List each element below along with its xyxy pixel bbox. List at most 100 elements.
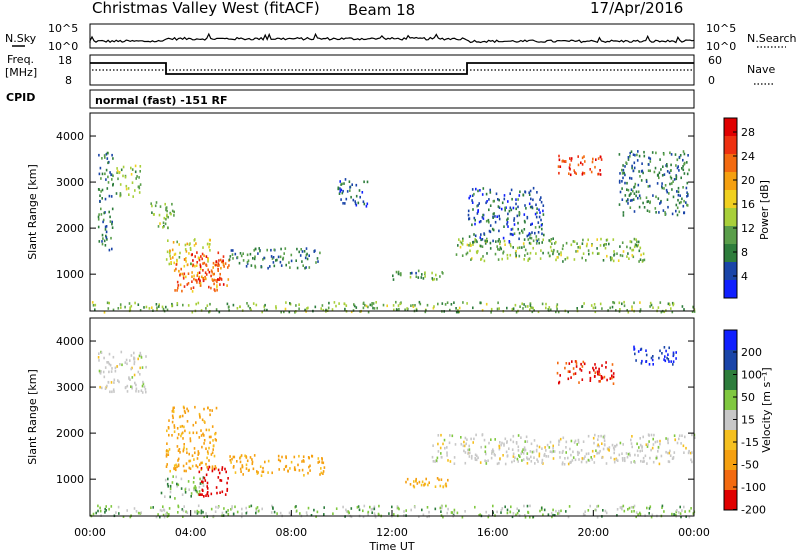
range-gate-cell xyxy=(345,508,347,512)
range-gate-cell xyxy=(130,173,133,176)
range-gate-cell xyxy=(199,482,202,485)
range-gate-cell xyxy=(198,258,201,262)
range-gate-cell xyxy=(545,449,547,452)
range-gate-cell xyxy=(239,455,242,459)
range-gate-cell xyxy=(589,376,592,380)
range-gate-cell xyxy=(672,360,675,363)
x-tick-label: 20:00 xyxy=(577,526,609,539)
range-gate-cell xyxy=(143,306,145,309)
range-gate-cell xyxy=(678,169,680,172)
range-gate-cell xyxy=(498,248,501,251)
y-tick-label: 2000 xyxy=(56,427,84,440)
range-gate-cell xyxy=(188,431,191,435)
range-gate-cell xyxy=(298,454,300,458)
range-gate-cell xyxy=(395,308,398,312)
range-gate-cell xyxy=(332,512,334,515)
range-gate-cell xyxy=(130,385,132,388)
range-gate-cell xyxy=(119,363,121,366)
range-gate-cell xyxy=(426,515,428,519)
range-gate-cell xyxy=(528,232,531,235)
range-gate-cell xyxy=(610,258,612,262)
range-gate-cell xyxy=(660,454,663,458)
range-gate-cell xyxy=(417,276,420,279)
range-gate-cell xyxy=(519,455,521,458)
range-gate-cell xyxy=(542,209,544,213)
range-gate-cell xyxy=(484,242,487,245)
range-gate-cell xyxy=(370,508,373,511)
range-gate-cell xyxy=(574,439,577,443)
range-gate-cell xyxy=(447,507,449,511)
range-gate-cell xyxy=(168,513,170,516)
range-gate-cell xyxy=(483,259,486,263)
range-gate-cell xyxy=(169,495,171,499)
range-gate-cell xyxy=(113,381,115,384)
range-gate-cell xyxy=(638,194,641,197)
range-gate-cell xyxy=(247,304,250,308)
range-gate-cell xyxy=(671,182,673,185)
range-gate-cell xyxy=(240,454,243,457)
range-gate-cell xyxy=(683,199,685,203)
range-gate-cell xyxy=(499,240,501,243)
range-gate-cell xyxy=(176,303,179,307)
range-gate-cell xyxy=(190,495,192,498)
range-gate-cell xyxy=(645,180,648,183)
range-gate-cell xyxy=(509,243,512,246)
range-gate-cell xyxy=(193,458,195,461)
range-gate-cell xyxy=(440,505,443,508)
range-gate-cell xyxy=(285,263,287,267)
range-gate-cell xyxy=(691,433,693,437)
range-gate-cell xyxy=(309,464,311,468)
range-gate-cell xyxy=(139,351,142,355)
range-gate-cell xyxy=(630,188,633,191)
range-gate-cell xyxy=(605,462,608,465)
range-gate-cell xyxy=(542,238,544,242)
range-gate-cell xyxy=(249,252,252,256)
range-gate-cell xyxy=(622,214,625,217)
range-gate-cell xyxy=(523,213,526,216)
range-gate-cell xyxy=(665,450,667,454)
range-gate-cell xyxy=(105,234,107,238)
range-gate-cell xyxy=(226,487,229,491)
range-gate-cell xyxy=(198,281,201,285)
range-gate-cell xyxy=(640,347,643,351)
range-gate-cell xyxy=(612,375,615,379)
range-gate-cell xyxy=(667,358,670,361)
range-gate-cell xyxy=(683,172,686,175)
range-gate-cell xyxy=(492,448,494,451)
range-gate-cell xyxy=(438,478,440,482)
range-gate-cell xyxy=(211,465,214,468)
range-gate-cell xyxy=(677,193,680,197)
range-gate-cell xyxy=(524,514,526,517)
range-gate-cell xyxy=(284,307,287,311)
range-gate-cell xyxy=(687,194,689,197)
range-gate-cell xyxy=(110,236,112,240)
range-gate-cell xyxy=(587,238,589,242)
range-gate-cell xyxy=(539,211,541,214)
x-tick-label: 12:00 xyxy=(376,526,408,539)
range-gate-cell xyxy=(174,467,177,470)
range-gate-cell xyxy=(521,229,523,233)
range-gate-cell xyxy=(246,261,249,264)
cpid-value: normal (fast) -151 RF xyxy=(95,94,228,107)
range-gate-cell xyxy=(167,226,169,230)
range-gate-cell xyxy=(406,307,408,310)
range-gate-cell xyxy=(172,410,175,413)
range-gate-cell xyxy=(613,460,616,464)
range-gate-cell xyxy=(340,198,342,201)
range-gate-cell xyxy=(165,206,167,210)
range-gate-cell xyxy=(201,252,204,256)
range-gate-cell xyxy=(581,163,584,166)
range-gate-cell xyxy=(205,307,207,310)
range-gate-cell xyxy=(474,505,476,509)
range-gate-cell xyxy=(126,390,129,393)
range-gate-cell xyxy=(163,225,165,228)
range-gate-cell xyxy=(201,493,203,496)
range-gate-cell xyxy=(511,308,514,311)
range-gate-cell xyxy=(633,161,636,165)
range-gate-cell xyxy=(537,310,540,314)
range-gate-cell xyxy=(242,259,245,262)
range-gate-cell xyxy=(139,366,141,370)
range-gate-cell xyxy=(302,264,304,267)
range-gate-cell xyxy=(275,307,277,310)
range-gate-cell xyxy=(444,483,447,487)
